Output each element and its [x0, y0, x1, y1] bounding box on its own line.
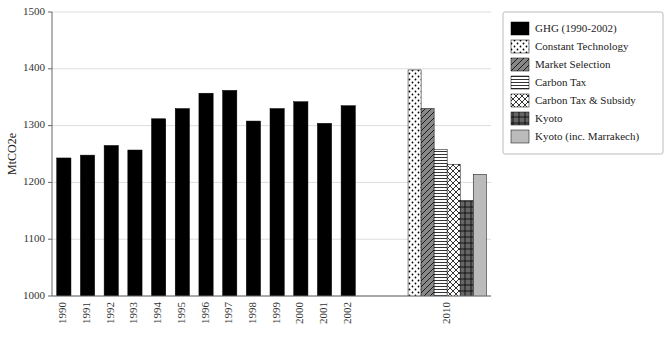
legend-swatch: [511, 130, 529, 143]
legend-label: Constant Technology: [535, 40, 629, 52]
x-tick-label: 2000: [293, 302, 305, 325]
x-tick-label: 2002: [341, 302, 353, 324]
x-axis: 1990 1991 1992 1993 1994 1995 1996 1997 1998 1999…: [56, 302, 451, 325]
legend-label: Market Selection: [535, 58, 611, 70]
x-tick-label: 1999: [270, 302, 282, 325]
x-tick-label: 1990: [56, 302, 68, 325]
bar: [341, 106, 355, 296]
chart-container: 1000 1100 1200 1300 1400 1500 1990 1991 1992 1993…: [0, 0, 669, 340]
x-tick-label: 1996: [199, 302, 211, 325]
y-tick: [48, 296, 52, 297]
y-tick-label: 1100: [23, 232, 45, 244]
bar: [80, 155, 94, 296]
legend-swatch: [511, 40, 529, 53]
legend-label: Carbon Tax & Subsidy: [535, 94, 636, 106]
x-tick-label: 1995: [175, 302, 187, 325]
legend-swatch: [511, 112, 529, 125]
x-tick-label: 1994: [151, 302, 163, 325]
bar: [317, 123, 331, 296]
x-tick-label: 1991: [80, 302, 92, 324]
y-tick-label: 1000: [23, 289, 46, 301]
legend-label: Kyoto (inc. Marrakech): [535, 130, 639, 143]
bar: [421, 109, 434, 296]
y-axis: 1000 1100 1200 1300 1400 1500: [23, 5, 52, 301]
bar: [408, 70, 421, 296]
y-tick-label: 1400: [23, 61, 46, 73]
y-tick-label: 1200: [23, 175, 46, 187]
bars: [57, 70, 487, 296]
y-axis-line: [52, 12, 53, 296]
bar: [460, 201, 473, 296]
grid-line: [52, 12, 491, 13]
y-tick-label: 1300: [23, 118, 46, 130]
legend-box: [503, 12, 663, 154]
bar: [223, 90, 237, 296]
x-tick-label: 2010: [440, 302, 452, 325]
legend-swatch: [511, 94, 529, 107]
y-tick: [48, 239, 52, 240]
bar: [57, 158, 71, 296]
y-tick: [48, 125, 52, 126]
bar: [434, 149, 447, 296]
legend-swatch: [511, 76, 529, 89]
x-tick-label: 1998: [246, 302, 258, 325]
bar: [270, 109, 284, 296]
legend-swatch: [511, 58, 529, 71]
legend-label: Kyoto: [535, 112, 563, 124]
bar: [294, 102, 308, 296]
y-axis-label: MtCO2e: [5, 133, 19, 175]
bar: [246, 121, 260, 296]
y-tick: [48, 182, 52, 183]
legend-label: GHG (1990-2002): [535, 22, 617, 35]
bar: [152, 119, 166, 296]
bar: [473, 174, 486, 296]
x-axis-line: [52, 296, 491, 297]
y-tick: [48, 68, 52, 69]
bar: [128, 150, 142, 296]
bar: [104, 145, 118, 296]
chart-svg: 1000 1100 1200 1300 1400 1500 1990 1991 1992 1993…: [0, 0, 669, 340]
y-tick: [48, 12, 52, 13]
legend-label: Carbon Tax: [535, 76, 587, 88]
x-tick-label: 1997: [222, 302, 234, 325]
bar: [175, 109, 189, 296]
bar: [447, 164, 460, 296]
grid-line: [52, 68, 491, 69]
y-tick-label: 1500: [23, 5, 46, 17]
grid-line: [52, 296, 491, 297]
x-tick-label: 1993: [127, 302, 139, 325]
legend: GHG (1990-2002) Constant Technology Market…: [503, 12, 663, 154]
legend-swatch: [511, 22, 529, 35]
x-tick-label: 1992: [104, 302, 116, 324]
bar: [199, 93, 213, 296]
x-tick-label: 2001: [317, 302, 329, 324]
